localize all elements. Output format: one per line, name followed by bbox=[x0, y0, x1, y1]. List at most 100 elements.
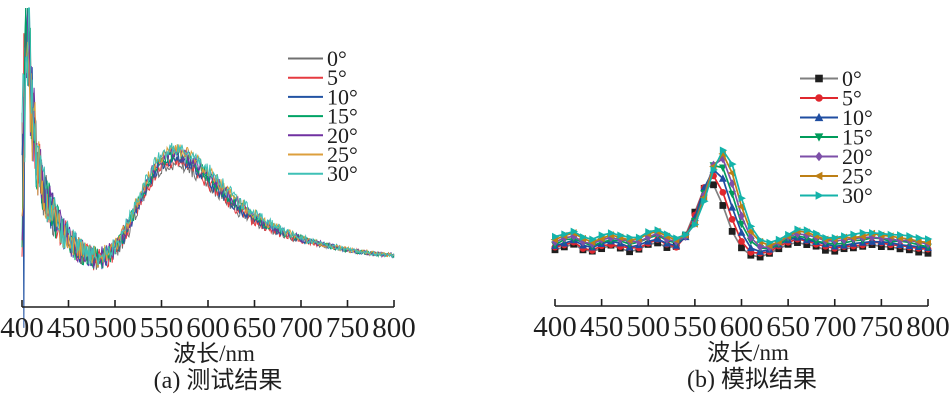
marker-square-icon bbox=[924, 249, 932, 257]
marker-circle-icon bbox=[728, 215, 736, 223]
legend-entry-0°: 0° bbox=[800, 66, 862, 91]
marker-triangle-right-icon bbox=[701, 197, 709, 205]
marker-triangle-right-icon bbox=[906, 232, 914, 240]
x-tick-label-650: 650 bbox=[233, 312, 277, 344]
legend-label: 15° bbox=[327, 104, 358, 129]
legend-entry-10°: 10° bbox=[800, 105, 873, 130]
marker-triangle-right-icon bbox=[598, 231, 607, 239]
legend-triangle-down-icon bbox=[814, 133, 824, 142]
marker-triangle-right-icon bbox=[794, 225, 802, 234]
marker-triangle-right-icon bbox=[841, 232, 849, 240]
marker-square-icon bbox=[877, 243, 885, 250]
legend-label: 15° bbox=[842, 125, 873, 150]
marker-triangle-right-icon bbox=[691, 220, 700, 229]
x-tick-label-400: 400 bbox=[533, 311, 577, 343]
marker-triangle-up-icon bbox=[718, 174, 727, 182]
x-tick-label-700: 700 bbox=[279, 312, 323, 344]
marker-triangle-left-icon bbox=[737, 202, 745, 211]
legend-label: 5° bbox=[327, 65, 347, 90]
x-tick-label-800: 800 bbox=[372, 312, 416, 344]
marker-triangle-right-icon bbox=[813, 229, 821, 238]
legend-label: 0° bbox=[327, 46, 347, 71]
marker-triangle-right-icon bbox=[710, 166, 718, 174]
marker-circle-icon bbox=[738, 238, 745, 245]
marker-triangle-right-icon bbox=[738, 194, 746, 203]
x-tick-label-650: 650 bbox=[766, 311, 810, 343]
marker-triangle-up-icon bbox=[746, 243, 755, 252]
marker-triangle-right-icon bbox=[850, 230, 858, 239]
marker-square-icon bbox=[654, 239, 661, 247]
chart-a-caption: (a) 测试结果 bbox=[153, 368, 283, 394]
marker-triangle-right-icon bbox=[589, 235, 597, 244]
x-tick-label-750: 750 bbox=[326, 312, 370, 344]
x-tick-label-400: 400 bbox=[0, 312, 44, 344]
legend-entry-25°: 25° bbox=[288, 142, 358, 167]
marker-circle-icon bbox=[719, 188, 727, 196]
marker-triangle-down-icon bbox=[812, 238, 820, 246]
marker-triangle-right-icon bbox=[552, 232, 560, 241]
marker-diamond-icon bbox=[747, 233, 755, 242]
legend-label: 0° bbox=[842, 66, 862, 91]
marker-triangle-right-icon bbox=[626, 233, 634, 242]
marker-diamond-icon bbox=[738, 211, 745, 221]
chart-b-series bbox=[550, 146, 933, 261]
legend-label: 10° bbox=[327, 84, 358, 109]
marker-triangle-right-icon bbox=[663, 230, 672, 239]
legend-triangle-right-icon bbox=[815, 191, 824, 200]
marker-triangle-right-icon bbox=[561, 230, 569, 238]
x-tick-label-750: 750 bbox=[860, 311, 904, 343]
legend-entry-20°: 20° bbox=[288, 123, 358, 148]
legend-entry-10°: 10° bbox=[288, 84, 358, 109]
marker-square-icon bbox=[626, 248, 633, 256]
chart-a: 400 450 500 550 600 650 700 750 800 0°5°10°15°20°… bbox=[0, 7, 416, 344]
marker-triangle-right-icon bbox=[757, 236, 765, 244]
legend-entry-25°: 25° bbox=[800, 164, 873, 189]
chart-b-x-axis: 400 450 500 550 600 650 700 750 800 bbox=[533, 299, 950, 343]
x-tick-label-550: 550 bbox=[140, 312, 184, 344]
legend-triangle-up-icon bbox=[814, 112, 824, 122]
marker-triangle-right-icon bbox=[878, 229, 886, 238]
x-tick-label-600: 600 bbox=[186, 312, 230, 344]
x-tick-label-700: 700 bbox=[813, 311, 857, 343]
legend-label: 25° bbox=[842, 164, 873, 189]
marker-triangle-right-icon bbox=[785, 230, 793, 239]
chart-a-legend: 0°5°10°15°20°25°30° bbox=[288, 46, 358, 186]
legend-label: 5° bbox=[842, 86, 862, 111]
marker-triangle-right-icon bbox=[831, 233, 840, 242]
marker-triangle-right-icon bbox=[729, 160, 737, 168]
legend-entry-0°: 0° bbox=[288, 46, 347, 71]
marker-square-icon bbox=[710, 181, 717, 189]
marker-triangle-right-icon bbox=[915, 234, 924, 242]
x-tick-label-550: 550 bbox=[673, 311, 717, 343]
marker-square-icon bbox=[756, 253, 764, 261]
marker-triangle-right-icon bbox=[766, 238, 774, 247]
legend-label: 20° bbox=[842, 144, 873, 169]
marker-triangle-right-icon bbox=[747, 222, 756, 231]
series-line-30° bbox=[21, 7, 395, 266]
marker-triangle-right-icon bbox=[682, 230, 690, 239]
marker-triangle-right-icon bbox=[859, 228, 868, 237]
marker-triangle-right-icon bbox=[645, 228, 653, 236]
x-tick-label-450: 450 bbox=[47, 312, 91, 344]
marker-triangle-right-icon bbox=[822, 233, 830, 242]
marker-triangle-right-icon bbox=[570, 227, 579, 236]
marker-square-icon bbox=[794, 239, 801, 246]
marker-square-icon bbox=[738, 244, 745, 252]
legend-entry-20°: 20° bbox=[800, 144, 873, 169]
marker-triangle-up-icon bbox=[728, 203, 737, 211]
marker-triangle-up-icon bbox=[737, 228, 746, 236]
marker-triangle-right-icon bbox=[925, 235, 933, 243]
legend-label: 10° bbox=[842, 105, 873, 130]
chart-a-x-axis: 400 450 500 550 600 650 700 750 800 bbox=[0, 300, 416, 344]
legend-diamond-icon bbox=[815, 151, 823, 162]
marker-triangle-right-icon bbox=[607, 229, 616, 237]
legend-label: 30° bbox=[842, 183, 873, 208]
x-tick-label-500: 500 bbox=[627, 311, 671, 343]
legend-label: 30° bbox=[327, 161, 358, 186]
marker-triangle-left-icon bbox=[914, 237, 922, 246]
marker-square-icon bbox=[719, 202, 727, 209]
series-markers-30° bbox=[552, 146, 933, 247]
marker-triangle-right-icon bbox=[673, 234, 681, 242]
marker-triangle-down-icon bbox=[737, 220, 746, 229]
